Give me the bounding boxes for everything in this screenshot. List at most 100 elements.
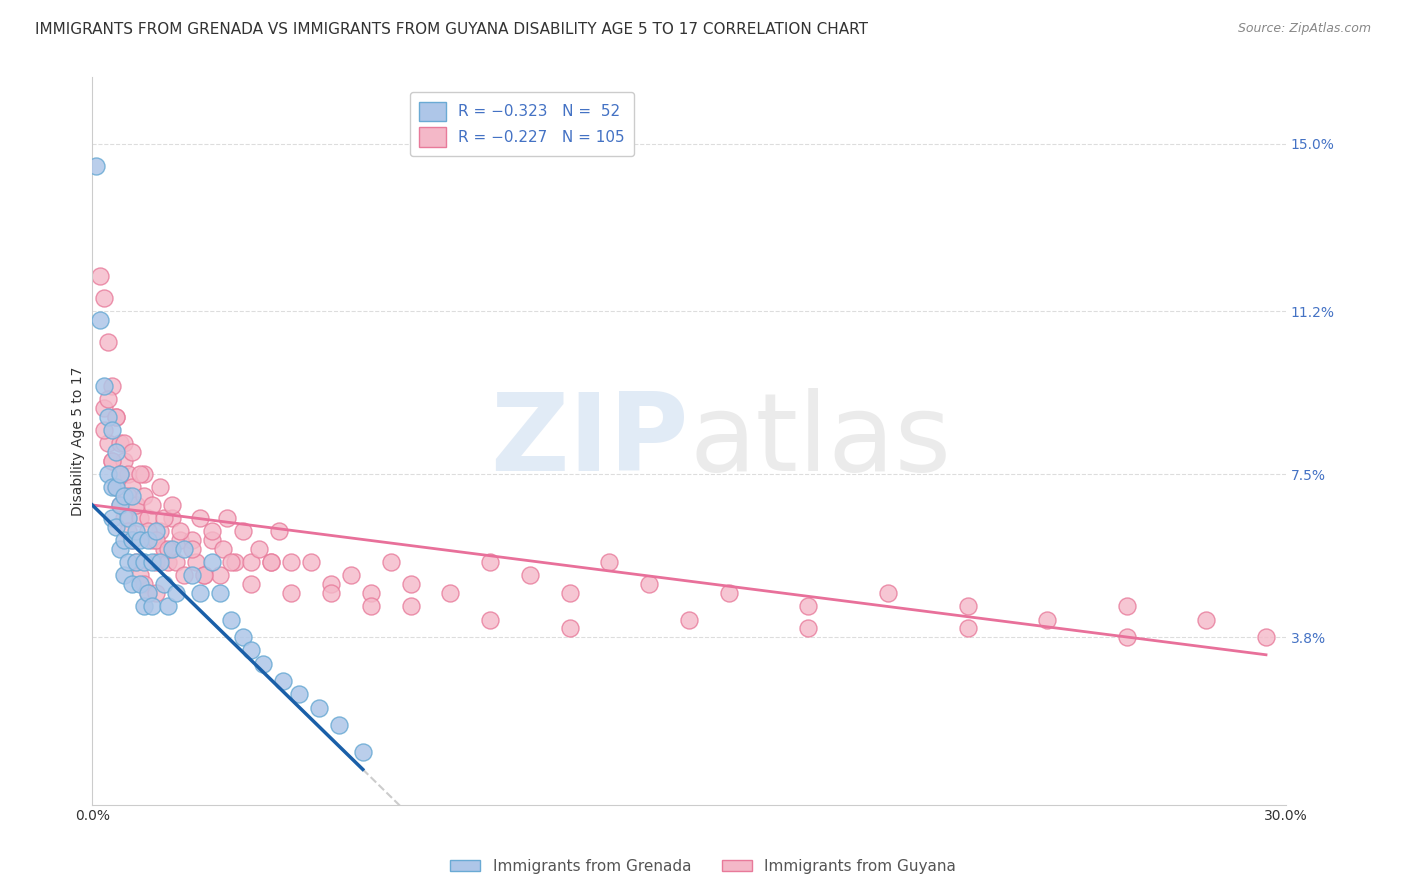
Text: atlas: atlas [689,388,950,494]
Point [156,599,179,614]
Point [319,586,342,600]
Point [558,586,581,600]
Point [121,489,143,503]
Point [360,586,382,600]
Point [105,445,128,459]
Point [153,541,176,556]
Point [125,555,148,569]
Point [108,498,131,512]
Point [271,674,294,689]
Point [217,511,239,525]
Point [145,533,167,548]
Point [221,555,243,569]
Point [136,533,159,548]
Point [169,533,191,548]
Point [108,467,131,481]
Point [200,533,222,548]
Point [145,524,167,539]
Point [319,577,342,591]
Point [93,291,115,305]
Y-axis label: Disability Age 5 to 17: Disability Age 5 to 17 [72,367,86,516]
Point [136,524,159,539]
Point [180,541,202,556]
Point [97,467,120,481]
Point [89,313,111,327]
Point [956,599,979,614]
Point [797,599,820,614]
Point [145,586,167,600]
Point [877,586,900,600]
Point [136,586,159,600]
Point [132,599,155,614]
Point [105,480,128,494]
Point [129,467,152,481]
Point [188,511,211,525]
Point [101,379,124,393]
Point [101,511,124,525]
Point [1115,599,1137,614]
Point [399,577,422,591]
Point [1195,613,1218,627]
Point [121,533,143,548]
Point [149,524,172,539]
Point [173,541,195,556]
Point [93,401,115,415]
Point [360,599,382,614]
Point [105,409,128,424]
Point [221,613,243,627]
Point [141,533,163,548]
Point [240,555,263,569]
Point [160,498,183,512]
Point [129,568,152,582]
Point [1254,630,1277,644]
Point [208,568,231,582]
Point [129,533,152,548]
Point [132,489,155,503]
Point [117,555,139,569]
Point [97,409,120,424]
Point [101,454,124,468]
Point [180,568,202,582]
Legend: Immigrants from Grenada, Immigrants from Guyana: Immigrants from Grenada, Immigrants from… [444,853,962,880]
Point [121,445,143,459]
Point [97,334,120,349]
Point [105,480,128,494]
Point [328,718,350,732]
Point [598,555,620,569]
Point [101,480,124,494]
Point [188,586,211,600]
Point [136,586,159,600]
Point [193,568,215,582]
Point [224,555,246,569]
Point [160,541,183,556]
Text: Source: ZipAtlas.com: Source: ZipAtlas.com [1237,22,1371,36]
Point [108,467,131,481]
Point [200,524,222,539]
Point [208,586,231,600]
Point [717,586,740,600]
Point [288,688,311,702]
Point [132,577,155,591]
Point [240,577,263,591]
Point [149,480,172,494]
Point [479,555,502,569]
Point [117,524,139,539]
Point [380,555,402,569]
Point [479,613,502,627]
Text: IMMIGRANTS FROM GRENADA VS IMMIGRANTS FROM GUYANA DISABILITY AGE 5 TO 17 CORRELA: IMMIGRANTS FROM GRENADA VS IMMIGRANTS FR… [35,22,868,37]
Point [156,555,179,569]
Point [299,555,322,569]
Text: ZIP: ZIP [491,388,689,494]
Point [101,454,124,468]
Point [125,498,148,512]
Point [308,700,330,714]
Point [112,511,135,525]
Point [153,511,176,525]
Point [84,159,107,173]
Point [212,541,235,556]
Point [105,409,128,424]
Point [132,555,155,569]
Point [558,621,581,635]
Point [149,555,172,569]
Point [121,533,143,548]
